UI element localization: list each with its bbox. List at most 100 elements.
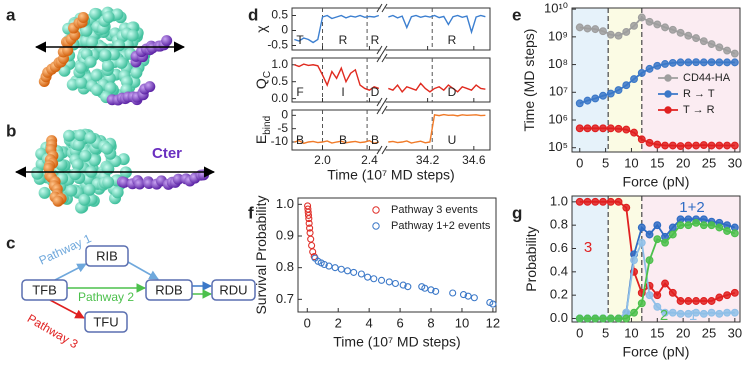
point <box>622 203 631 212</box>
legend-marker <box>372 206 380 214</box>
state-label: F <box>296 85 303 99</box>
point <box>715 293 724 302</box>
point <box>459 291 468 299</box>
pathway-diagram: TFB RIB RDB RDU TFU Pathway 1 Pathway 2 … <box>21 231 256 352</box>
x-tick-label: 30 <box>728 325 742 340</box>
x-tick-label: 15 <box>650 325 664 340</box>
point <box>575 124 584 133</box>
y-axis-label-text: Survival Probability <box>253 195 269 314</box>
point <box>630 75 638 84</box>
point <box>668 308 677 317</box>
state-label: I <box>341 85 344 99</box>
point <box>715 223 724 232</box>
point <box>730 288 739 297</box>
y-tick-label: 1.0 <box>271 57 288 71</box>
point <box>692 218 701 227</box>
point <box>591 197 600 206</box>
atom <box>83 183 96 196</box>
point <box>730 141 739 150</box>
arrow <box>54 263 87 281</box>
atom <box>111 186 124 199</box>
point <box>432 287 440 295</box>
atom <box>75 76 88 89</box>
y-axis-label-sub: C <box>262 71 273 78</box>
node-box <box>85 245 129 267</box>
y-tick-label: 0.9 <box>276 227 294 242</box>
y-axis-label: Survival Probability <box>253 195 269 314</box>
atom <box>80 24 93 37</box>
atom <box>130 66 143 79</box>
atom <box>69 168 82 181</box>
point <box>661 279 669 288</box>
point <box>464 292 472 300</box>
state-label: R <box>448 33 457 47</box>
point <box>399 281 407 289</box>
point <box>350 268 358 276</box>
y-tick-label: 10⁵ <box>548 139 568 154</box>
point <box>699 297 708 305</box>
x-tick-label: 25 <box>702 155 716 170</box>
atom <box>88 154 101 167</box>
y-tick-label: 0.8 <box>276 259 294 274</box>
point <box>614 197 623 206</box>
x-tick-label: 6 <box>396 315 403 330</box>
node-label: TFB <box>32 282 57 297</box>
atom <box>74 61 87 74</box>
atom <box>52 195 64 207</box>
series-line <box>388 113 486 144</box>
legend-label: Pathway 1+2 events <box>391 220 491 232</box>
point <box>668 223 677 232</box>
point <box>583 124 592 133</box>
point <box>676 297 685 305</box>
atom <box>102 162 115 175</box>
node-box <box>211 279 256 301</box>
point <box>449 289 457 297</box>
y-tick-label: 10⁶ <box>548 111 568 126</box>
point <box>630 256 638 265</box>
point <box>637 135 646 144</box>
series-line <box>388 14 486 35</box>
y-tick-label: 0.5 <box>271 8 288 22</box>
point <box>692 308 701 317</box>
point <box>730 308 739 317</box>
point <box>684 58 693 67</box>
legend-marker <box>664 90 672 98</box>
node-label: TFU <box>93 314 118 329</box>
point <box>707 308 716 317</box>
node-box <box>145 279 193 301</box>
atom <box>74 129 87 142</box>
x-tick-label: 12 <box>486 315 500 330</box>
point <box>668 288 677 297</box>
point <box>599 314 607 323</box>
point <box>692 141 701 150</box>
point <box>684 141 693 150</box>
point <box>661 308 669 317</box>
panel-label: f <box>248 203 254 222</box>
axis-break <box>380 56 386 104</box>
point <box>377 276 386 284</box>
point <box>653 302 662 311</box>
point <box>622 314 631 323</box>
break-mark <box>376 105 383 115</box>
atom <box>144 81 156 93</box>
point <box>583 24 592 33</box>
point <box>645 291 654 300</box>
y-axis-label: Ebind <box>253 116 273 144</box>
atom <box>104 82 117 95</box>
break-mark <box>376 3 383 13</box>
point <box>575 197 584 206</box>
point <box>723 46 732 55</box>
x-tick-label: 5 <box>602 325 609 340</box>
legend-marker <box>664 106 672 114</box>
axis-break <box>380 108 386 152</box>
panel-label: e <box>512 5 521 24</box>
series-line <box>294 14 380 44</box>
point <box>668 141 677 150</box>
point <box>637 13 646 22</box>
point <box>676 142 685 150</box>
x-tick-label: 8 <box>427 315 434 330</box>
series-label: 2 <box>660 307 668 324</box>
x-axis-label: Force (pN) <box>623 344 690 360</box>
point <box>699 141 708 149</box>
point <box>715 309 724 318</box>
